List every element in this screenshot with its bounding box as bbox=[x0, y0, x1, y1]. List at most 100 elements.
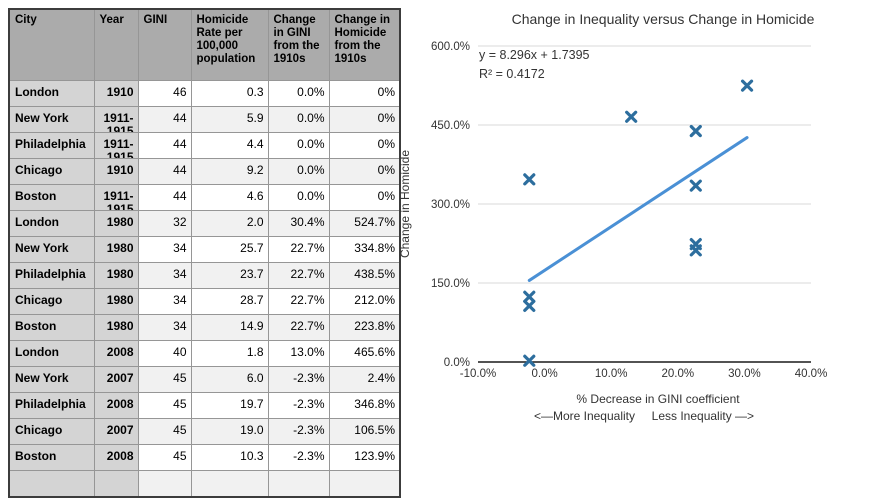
cell-city[interactable]: Boston bbox=[8, 444, 95, 471]
cell-year[interactable]: 1980 bbox=[93, 314, 139, 341]
cell-gini_change[interactable]: -2.3% bbox=[267, 418, 330, 445]
cell-gini[interactable]: 34 bbox=[137, 262, 192, 289]
scatter-point[interactable] bbox=[740, 79, 754, 92]
cell-rate[interactable]: 4.4 bbox=[190, 132, 269, 159]
scatter-point[interactable] bbox=[523, 354, 536, 367]
cell-year[interactable]: 1910 bbox=[93, 80, 139, 107]
cell-gini[interactable]: 32 bbox=[137, 210, 192, 237]
cell-rate[interactable]: 14.9 bbox=[190, 314, 269, 341]
cell-rate[interactable]: 28.7 bbox=[190, 288, 269, 315]
cell-gini_change[interactable]: 0.0% bbox=[267, 80, 330, 107]
cell-gini[interactable] bbox=[137, 470, 192, 498]
cell-gini_change[interactable]: -2.3% bbox=[267, 392, 330, 419]
cell-gini_change[interactable]: 0.0% bbox=[267, 184, 330, 211]
cell-gini_change[interactable] bbox=[267, 470, 330, 498]
cell-hom_change[interactable]: 0% bbox=[328, 184, 401, 211]
cell-rate[interactable]: 2.0 bbox=[190, 210, 269, 237]
cell-rate[interactable]: 10.3 bbox=[190, 444, 269, 471]
cell-hom_change[interactable]: 2.4% bbox=[328, 366, 401, 393]
cell-hom_change[interactable]: 0% bbox=[328, 158, 401, 185]
cell-rate[interactable]: 23.7 bbox=[190, 262, 269, 289]
cell-rate[interactable]: 9.2 bbox=[190, 158, 269, 185]
cell-gini_change[interactable]: 0.0% bbox=[267, 106, 330, 133]
cell-rate[interactable]: 19.0 bbox=[190, 418, 269, 445]
cell-hom_change[interactable]: 123.9% bbox=[328, 444, 401, 471]
cell-rate[interactable]: 19.7 bbox=[190, 392, 269, 419]
cell-year[interactable]: 1980 bbox=[93, 210, 139, 237]
scatter-point[interactable] bbox=[689, 179, 702, 192]
cell-rate[interactable]: 0.3 bbox=[190, 80, 269, 107]
cell-city[interactable]: London bbox=[8, 340, 95, 367]
scatter-point[interactable] bbox=[523, 173, 536, 186]
scatter-point[interactable] bbox=[523, 299, 536, 313]
cell-year[interactable]: 1911- 1915 bbox=[93, 184, 139, 211]
cell-city[interactable]: Philadelphia bbox=[8, 262, 95, 289]
cell-hom_change[interactable]: 334.8% bbox=[328, 236, 401, 263]
cell-hom_change[interactable]: 212.0% bbox=[328, 288, 401, 315]
scatter-point[interactable] bbox=[523, 290, 536, 303]
cell-gini[interactable]: 45 bbox=[137, 392, 192, 419]
cell-year[interactable]: 1980 bbox=[93, 236, 139, 263]
cell-year[interactable]: 1911- 1915 bbox=[93, 132, 139, 159]
cell-year[interactable]: 1911- 1915 bbox=[93, 106, 139, 133]
cell-hom_change[interactable]: 0% bbox=[328, 80, 401, 107]
cell-rate[interactable]: 5.9 bbox=[190, 106, 269, 133]
cell-city[interactable]: New York bbox=[8, 366, 95, 393]
cell-rate[interactable]: 1.8 bbox=[190, 340, 269, 367]
cell-hom_change[interactable]: 346.8% bbox=[328, 392, 401, 419]
cell-gini[interactable]: 46 bbox=[137, 80, 192, 107]
cell-gini_change[interactable]: 13.0% bbox=[267, 340, 330, 367]
trendline[interactable] bbox=[527, 136, 749, 282]
cell-hom_change[interactable]: 223.8% bbox=[328, 314, 401, 341]
cell-city[interactable]: Chicago bbox=[8, 158, 95, 185]
cell-year[interactable]: 2007 bbox=[93, 418, 139, 445]
cell-gini_change[interactable]: 0.0% bbox=[267, 158, 330, 185]
scatter-chart[interactable]: Change in Inequality versus Change in Ho… bbox=[399, 0, 870, 465]
cell-gini[interactable]: 45 bbox=[137, 418, 192, 445]
cell-city[interactable]: London bbox=[8, 210, 95, 237]
cell-year[interactable]: 1980 bbox=[93, 262, 139, 289]
cell-year[interactable]: 2008 bbox=[93, 340, 139, 367]
cell-gini_change[interactable]: -2.3% bbox=[267, 366, 330, 393]
scatter-point[interactable] bbox=[625, 110, 638, 123]
column-header-gini-change[interactable]: Change in GINI from the 1910s bbox=[267, 8, 330, 81]
column-header-gini[interactable]: GINI bbox=[137, 8, 192, 81]
cell-year[interactable]: 2008 bbox=[93, 392, 139, 419]
cell-year[interactable]: 2008 bbox=[93, 444, 139, 471]
data-table[interactable]: City Year GINI Homicide Rate per 100,000… bbox=[8, 8, 401, 498]
cell-gini[interactable]: 45 bbox=[137, 444, 192, 471]
cell-gini_change[interactable]: 0.0% bbox=[267, 132, 330, 159]
cell-rate[interactable]: 4.6 bbox=[190, 184, 269, 211]
cell-gini_change[interactable]: 22.7% bbox=[267, 288, 330, 315]
cell-gini[interactable]: 34 bbox=[137, 236, 192, 263]
cell-gini[interactable]: 34 bbox=[137, 314, 192, 341]
cell-gini_change[interactable]: 30.4% bbox=[267, 210, 330, 237]
cell-rate[interactable] bbox=[190, 470, 269, 498]
cell-hom_change[interactable]: 0% bbox=[328, 106, 401, 133]
cell-gini_change[interactable]: 22.7% bbox=[267, 262, 330, 289]
cell-hom_change[interactable]: 0% bbox=[328, 132, 401, 159]
cell-gini[interactable]: 44 bbox=[137, 158, 192, 185]
data-point-markers[interactable] bbox=[523, 79, 754, 367]
cell-rate[interactable]: 25.7 bbox=[190, 236, 269, 263]
cell-city[interactable]: Chicago bbox=[8, 288, 95, 315]
column-header-year[interactable]: Year bbox=[93, 8, 139, 81]
column-header-homicide-change[interactable]: Change in Homicide from the 1910s bbox=[328, 8, 401, 81]
scatter-point[interactable] bbox=[689, 124, 702, 138]
cell-gini_change[interactable]: 22.7% bbox=[267, 314, 330, 341]
cell-gini[interactable]: 44 bbox=[137, 184, 192, 211]
cell-city[interactable]: London bbox=[8, 80, 95, 107]
scatter-point[interactable] bbox=[689, 238, 702, 251]
cell-gini[interactable]: 45 bbox=[137, 366, 192, 393]
cell-hom_change[interactable]: 106.5% bbox=[328, 418, 401, 445]
column-header-homicide-rate[interactable]: Homicide Rate per 100,000 population bbox=[190, 8, 269, 81]
cell-hom_change[interactable]: 524.7% bbox=[328, 210, 401, 237]
cell-year[interactable]: 1910 bbox=[93, 158, 139, 185]
cell-city[interactable]: Philadelphia bbox=[8, 392, 95, 419]
cell-gini[interactable]: 34 bbox=[137, 288, 192, 315]
cell-hom_change[interactable]: 438.5% bbox=[328, 262, 401, 289]
cell-gini_change[interactable]: -2.3% bbox=[267, 444, 330, 471]
cell-city[interactable]: Chicago bbox=[8, 418, 95, 445]
cell-city[interactable]: New York bbox=[8, 106, 95, 133]
cell-city[interactable]: Boston bbox=[8, 314, 95, 341]
